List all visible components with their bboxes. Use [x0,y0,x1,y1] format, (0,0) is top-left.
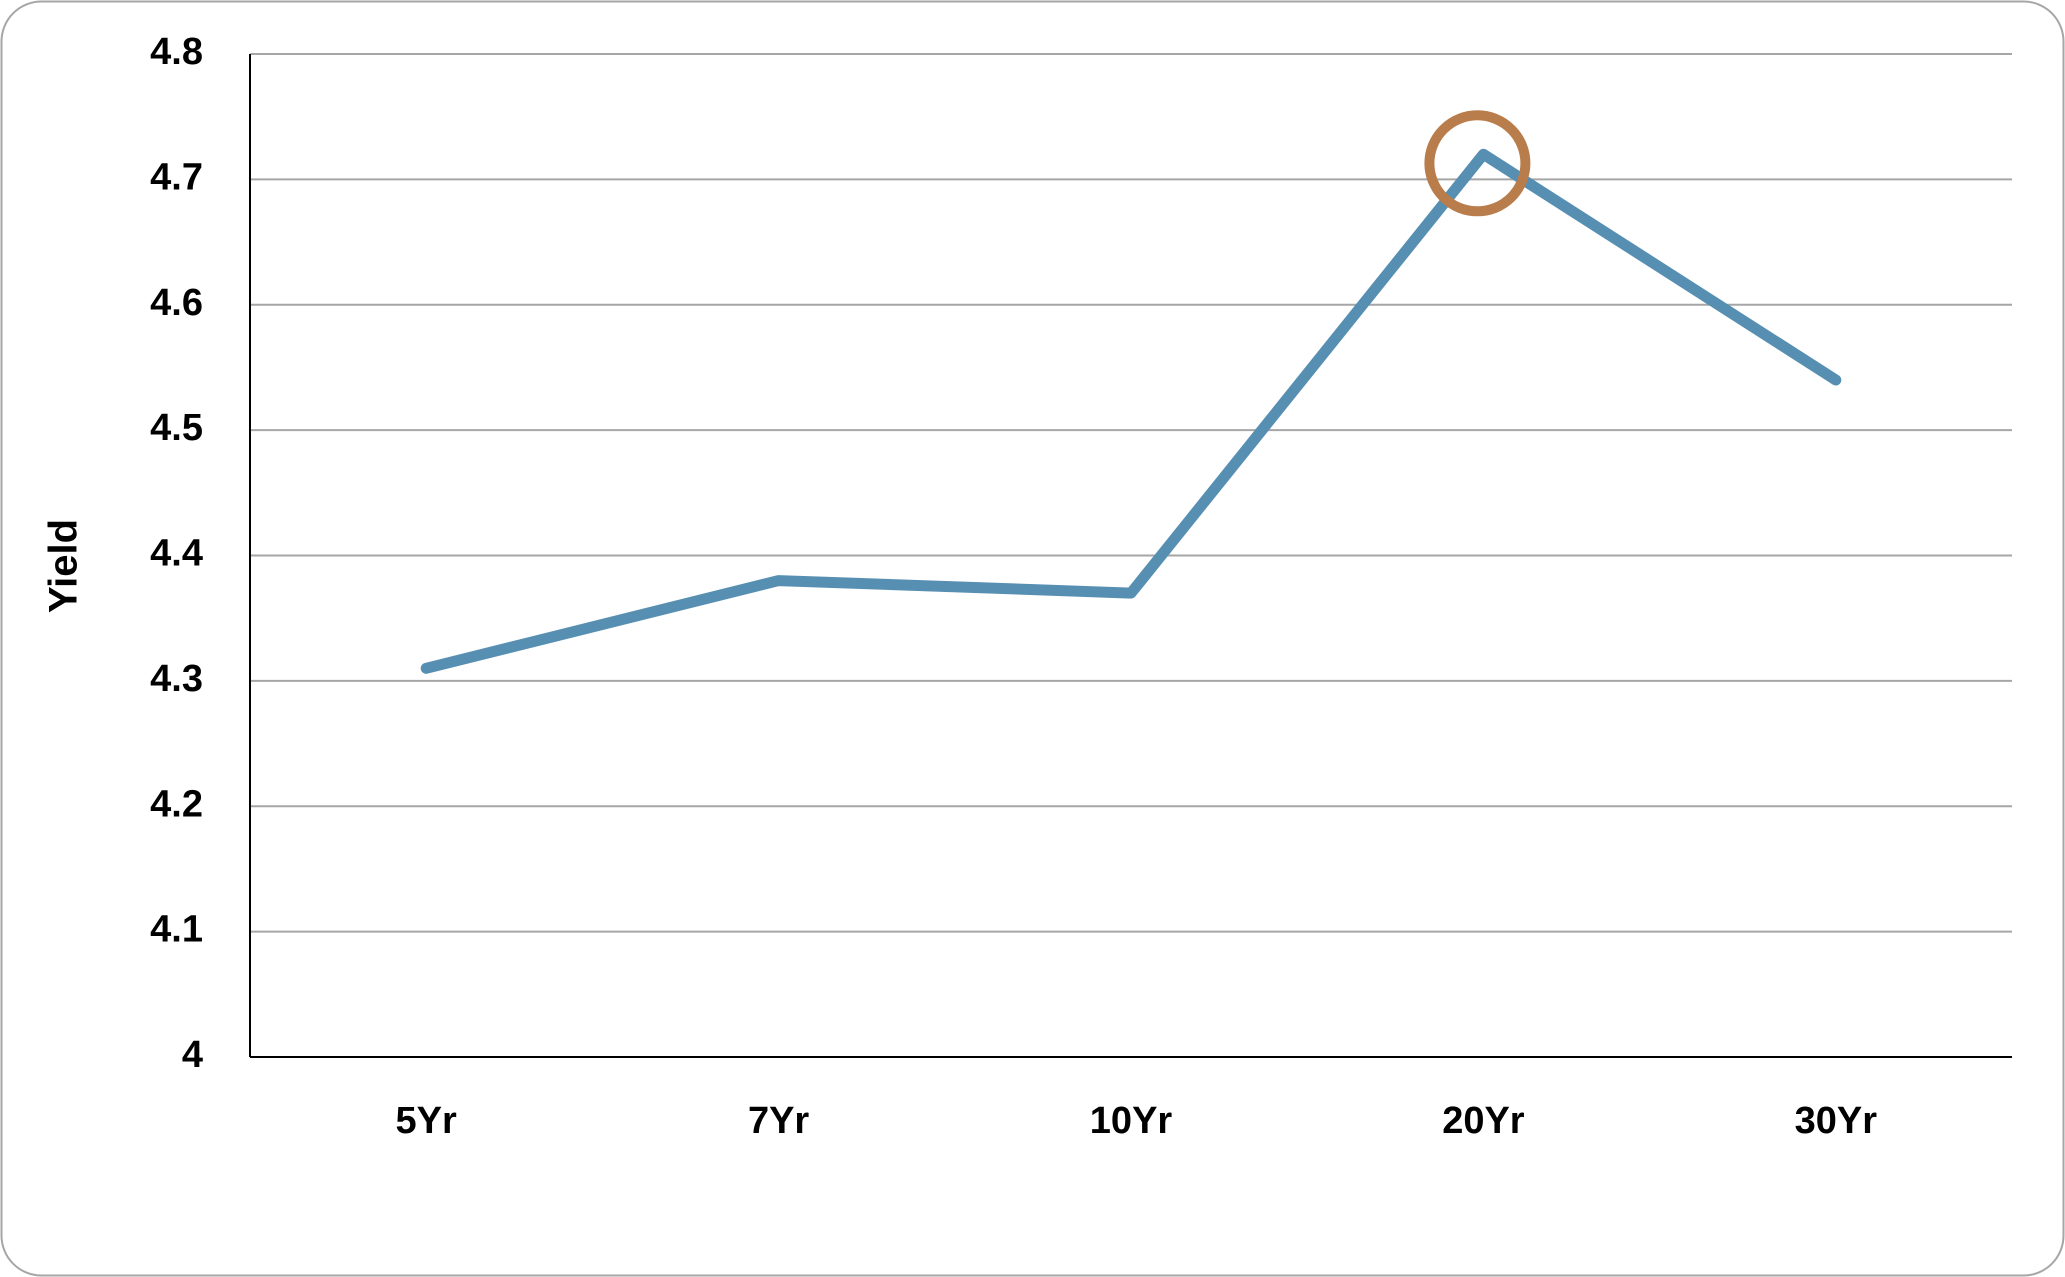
y-tick-label: 4.5 [150,407,203,449]
x-tick-label: 30Yr [1795,1100,1878,1142]
y-tick-label: 4.2 [150,783,203,825]
y-tick-label: 4.7 [150,156,203,198]
y-tick-label: 4.6 [150,282,203,324]
x-tick-label: 20Yr [1442,1100,1525,1142]
x-tick-label: 10Yr [1090,1100,1173,1142]
y-tick-label: 4 [182,1034,203,1076]
y-axis-label: Yield [42,519,86,613]
y-tick-label: 4.4 [150,533,203,575]
x-tick-label: 5Yr [396,1100,457,1142]
x-tick-label: 7Yr [748,1100,809,1142]
y-tick-label: 4.8 [150,31,203,73]
y-tick-label: 4.1 [150,909,203,951]
line-series [420,148,1842,674]
highlight-circle [1424,110,1531,217]
y-tick-label: 4.3 [150,658,203,700]
